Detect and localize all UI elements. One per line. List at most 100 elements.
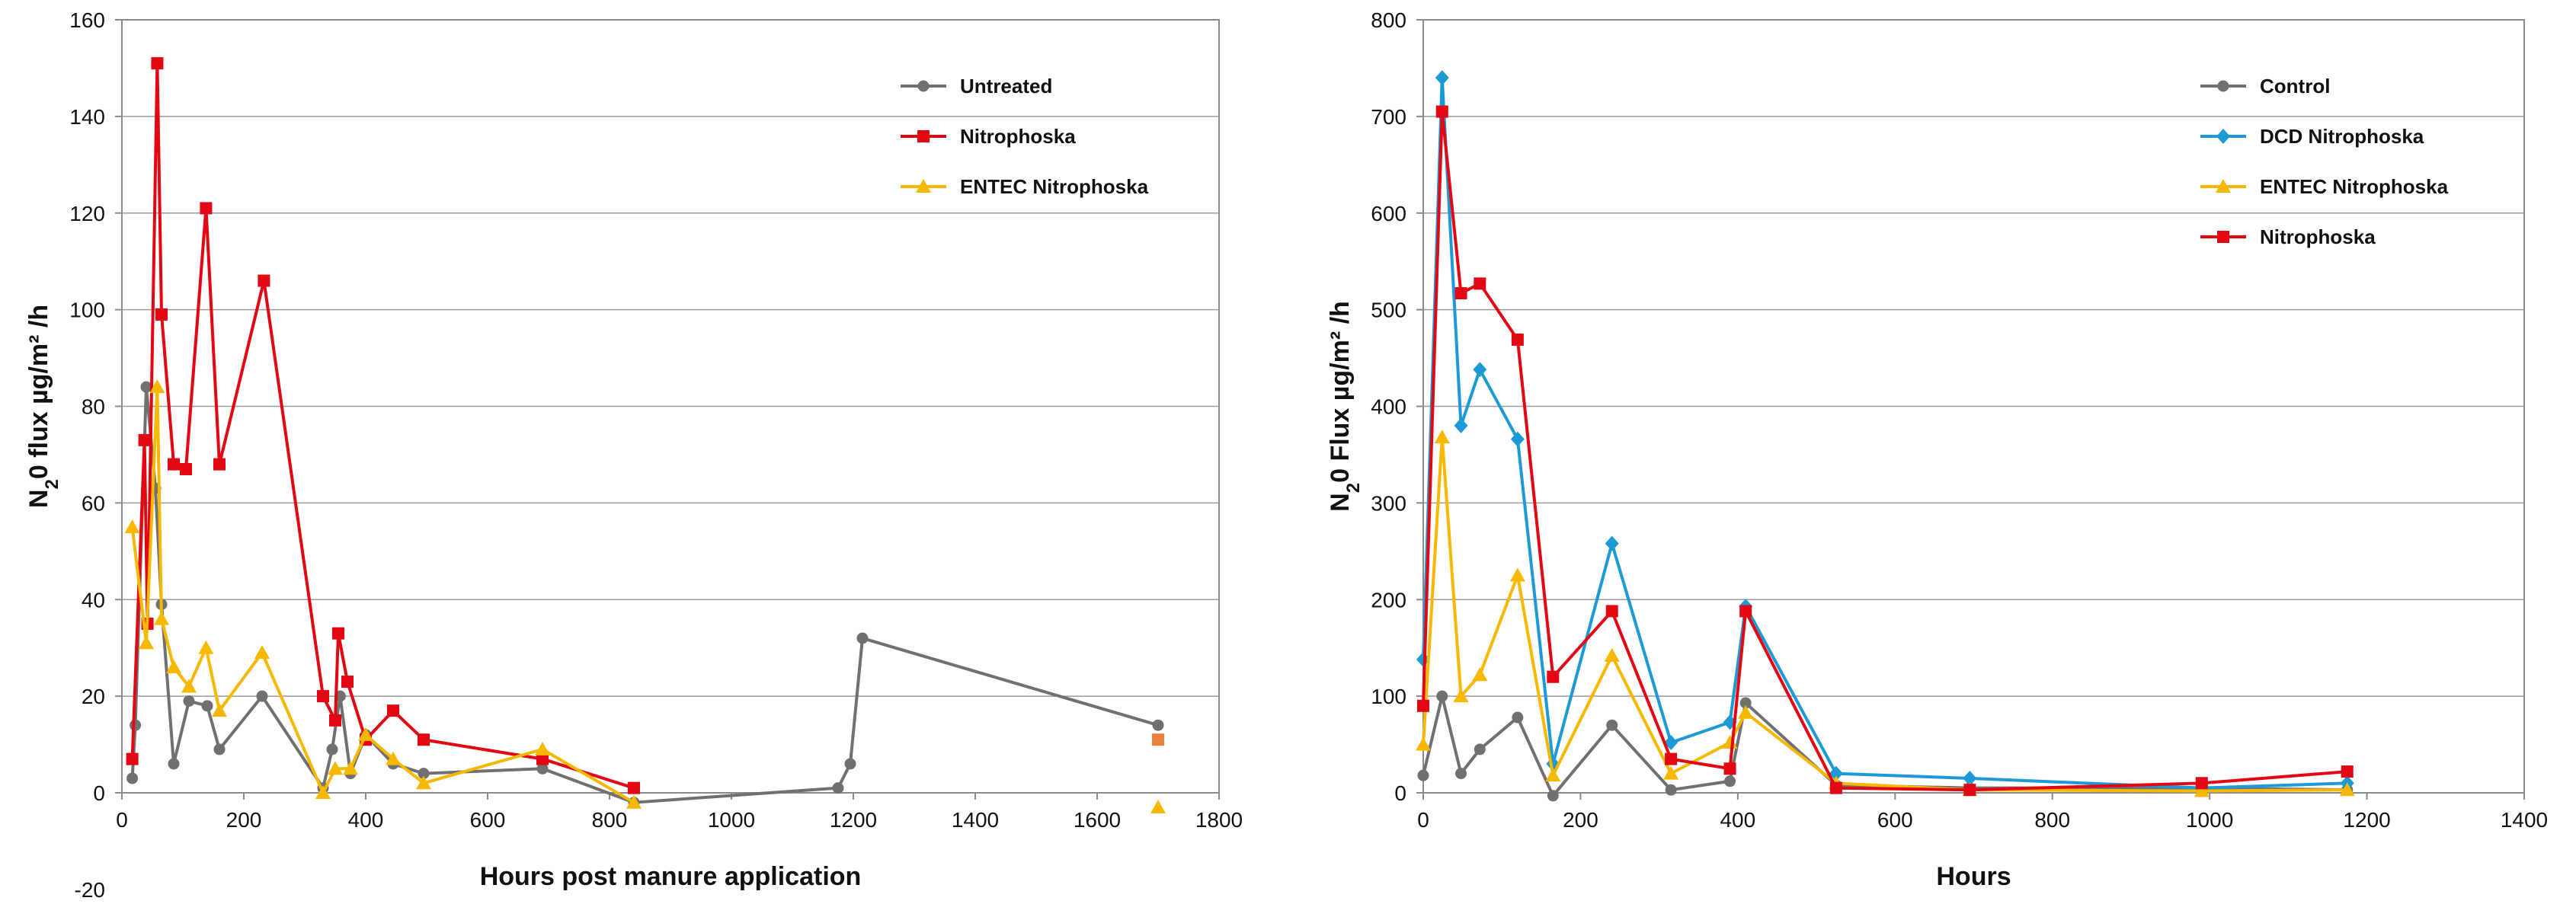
- legend-entry: DCD Nitrophoska: [2200, 125, 2424, 148]
- y-tick-label: 800: [1371, 8, 1406, 32]
- y-tick-label: 40: [82, 588, 105, 612]
- legend-marker: [2217, 80, 2229, 92]
- x-axis-label: Hours: [1936, 862, 2011, 891]
- data-point: [130, 719, 142, 731]
- data-point: [124, 519, 140, 534]
- series-line: [130, 385, 635, 804]
- legend-marker: [2217, 231, 2229, 243]
- series-entec-nitrophoska: [124, 379, 642, 809]
- x-tick-label: 200: [226, 808, 262, 832]
- data-point: [1417, 699, 1429, 712]
- y-tick-label: 600: [1371, 202, 1406, 225]
- data-point: [1152, 733, 1164, 746]
- legend-label: Nitrophoska: [2260, 225, 2376, 248]
- data-point: [138, 433, 151, 446]
- series-entec-nitrophoska: [1416, 430, 2355, 797]
- legend-marker: [2216, 179, 2231, 193]
- data-point: [126, 772, 139, 784]
- y-tick-label: 160: [69, 8, 105, 32]
- x-tick-label: 1200: [830, 808, 877, 832]
- data-point: [332, 627, 344, 640]
- x-tick-label: 1400: [952, 808, 999, 832]
- legend-label: DCD Nitrophoska: [2260, 125, 2424, 148]
- data-point: [387, 704, 399, 717]
- data-point: [1665, 784, 1677, 796]
- x-axis-label: Hours post manure application: [480, 862, 862, 891]
- data-point: [1512, 711, 1524, 724]
- data-point: [418, 768, 430, 780]
- data-point: [1417, 769, 1429, 781]
- y-tick-label: 100: [1371, 685, 1406, 708]
- y-tick-label: -20: [75, 878, 105, 902]
- legend-entry: Control: [2200, 75, 2330, 97]
- y-tick-label: 700: [1371, 105, 1406, 129]
- data-point: [183, 695, 195, 707]
- data-point: [416, 775, 431, 790]
- series-line: [1422, 436, 2347, 793]
- data-point: [1435, 105, 1448, 118]
- data-point: [258, 274, 270, 287]
- legend-label: ENTEC Nitrophoska: [2260, 175, 2449, 198]
- y-axis-label: N20 Flux µg/m² /h: [1326, 301, 1364, 512]
- data-point: [126, 752, 139, 765]
- data-point: [1605, 535, 1619, 551]
- data-point: [844, 758, 856, 770]
- data-point: [856, 632, 869, 644]
- x-tick-label: 400: [348, 808, 384, 832]
- data-point: [181, 679, 197, 693]
- data-point: [151, 57, 164, 70]
- data-point: [832, 782, 844, 794]
- legend-entry: Untreated: [901, 75, 1052, 97]
- legend-entry: ENTEC Nitrophoska: [901, 175, 1149, 198]
- legend-marker: [2216, 129, 2230, 144]
- data-point: [1829, 781, 1842, 794]
- data-point: [628, 781, 640, 794]
- y-tick-label: 80: [82, 395, 105, 419]
- data-point: [386, 751, 401, 765]
- data-point: [201, 700, 213, 712]
- data-point: [1605, 605, 1618, 618]
- chart-right: 0 200 400 600 800 1000 1200 1400 0 100 200 300 400 50…: [1326, 8, 2548, 891]
- legend-label: Nitrophoska: [960, 125, 1076, 148]
- data-point: [1723, 762, 1736, 775]
- data-point: [1604, 647, 1620, 662]
- x-tick-label: 1200: [2343, 808, 2390, 832]
- data-point: [315, 785, 331, 799]
- data-point: [1738, 704, 1754, 719]
- y-tick-label: 100: [69, 299, 105, 322]
- data-point: [149, 379, 165, 394]
- y-axis-label: N20 flux µg/m² /h: [24, 305, 62, 508]
- x-tick-label: 1400: [2501, 808, 2548, 832]
- data-point: [168, 458, 180, 471]
- y-tick-label: 20: [82, 685, 105, 708]
- x-tick-label: 0: [1417, 808, 1429, 832]
- data-point: [1606, 719, 1618, 731]
- y-tick-label: 400: [1371, 395, 1406, 419]
- legend-entry: Nitrophoska: [901, 125, 1076, 148]
- series-nitrophoska: [1417, 105, 2354, 797]
- data-point: [1547, 790, 1559, 802]
- data-point: [140, 381, 152, 393]
- data-point: [1545, 768, 1561, 782]
- y-tick-label: 0: [93, 781, 105, 805]
- data-point: [180, 462, 192, 475]
- data-point: [1663, 765, 1679, 780]
- legend-marker: [916, 179, 931, 193]
- series-line: [1422, 76, 2347, 790]
- x-tick-label: 200: [1563, 808, 1598, 832]
- x-tick-label: 1000: [2186, 808, 2233, 832]
- data-point: [1829, 765, 1843, 781]
- data-point: [200, 202, 213, 215]
- data-point: [1963, 770, 1977, 786]
- data-point: [1474, 743, 1486, 755]
- data-point: [2341, 765, 2354, 778]
- x-tick-label: 800: [592, 808, 628, 832]
- data-point: [1453, 688, 1469, 703]
- data-point: [155, 308, 168, 321]
- series-untreated: [126, 381, 1164, 809]
- data-point: [535, 741, 550, 755]
- legend-entry: Nitrophoska: [2200, 225, 2376, 248]
- data-point: [2195, 777, 2208, 790]
- data-point: [1665, 752, 1678, 765]
